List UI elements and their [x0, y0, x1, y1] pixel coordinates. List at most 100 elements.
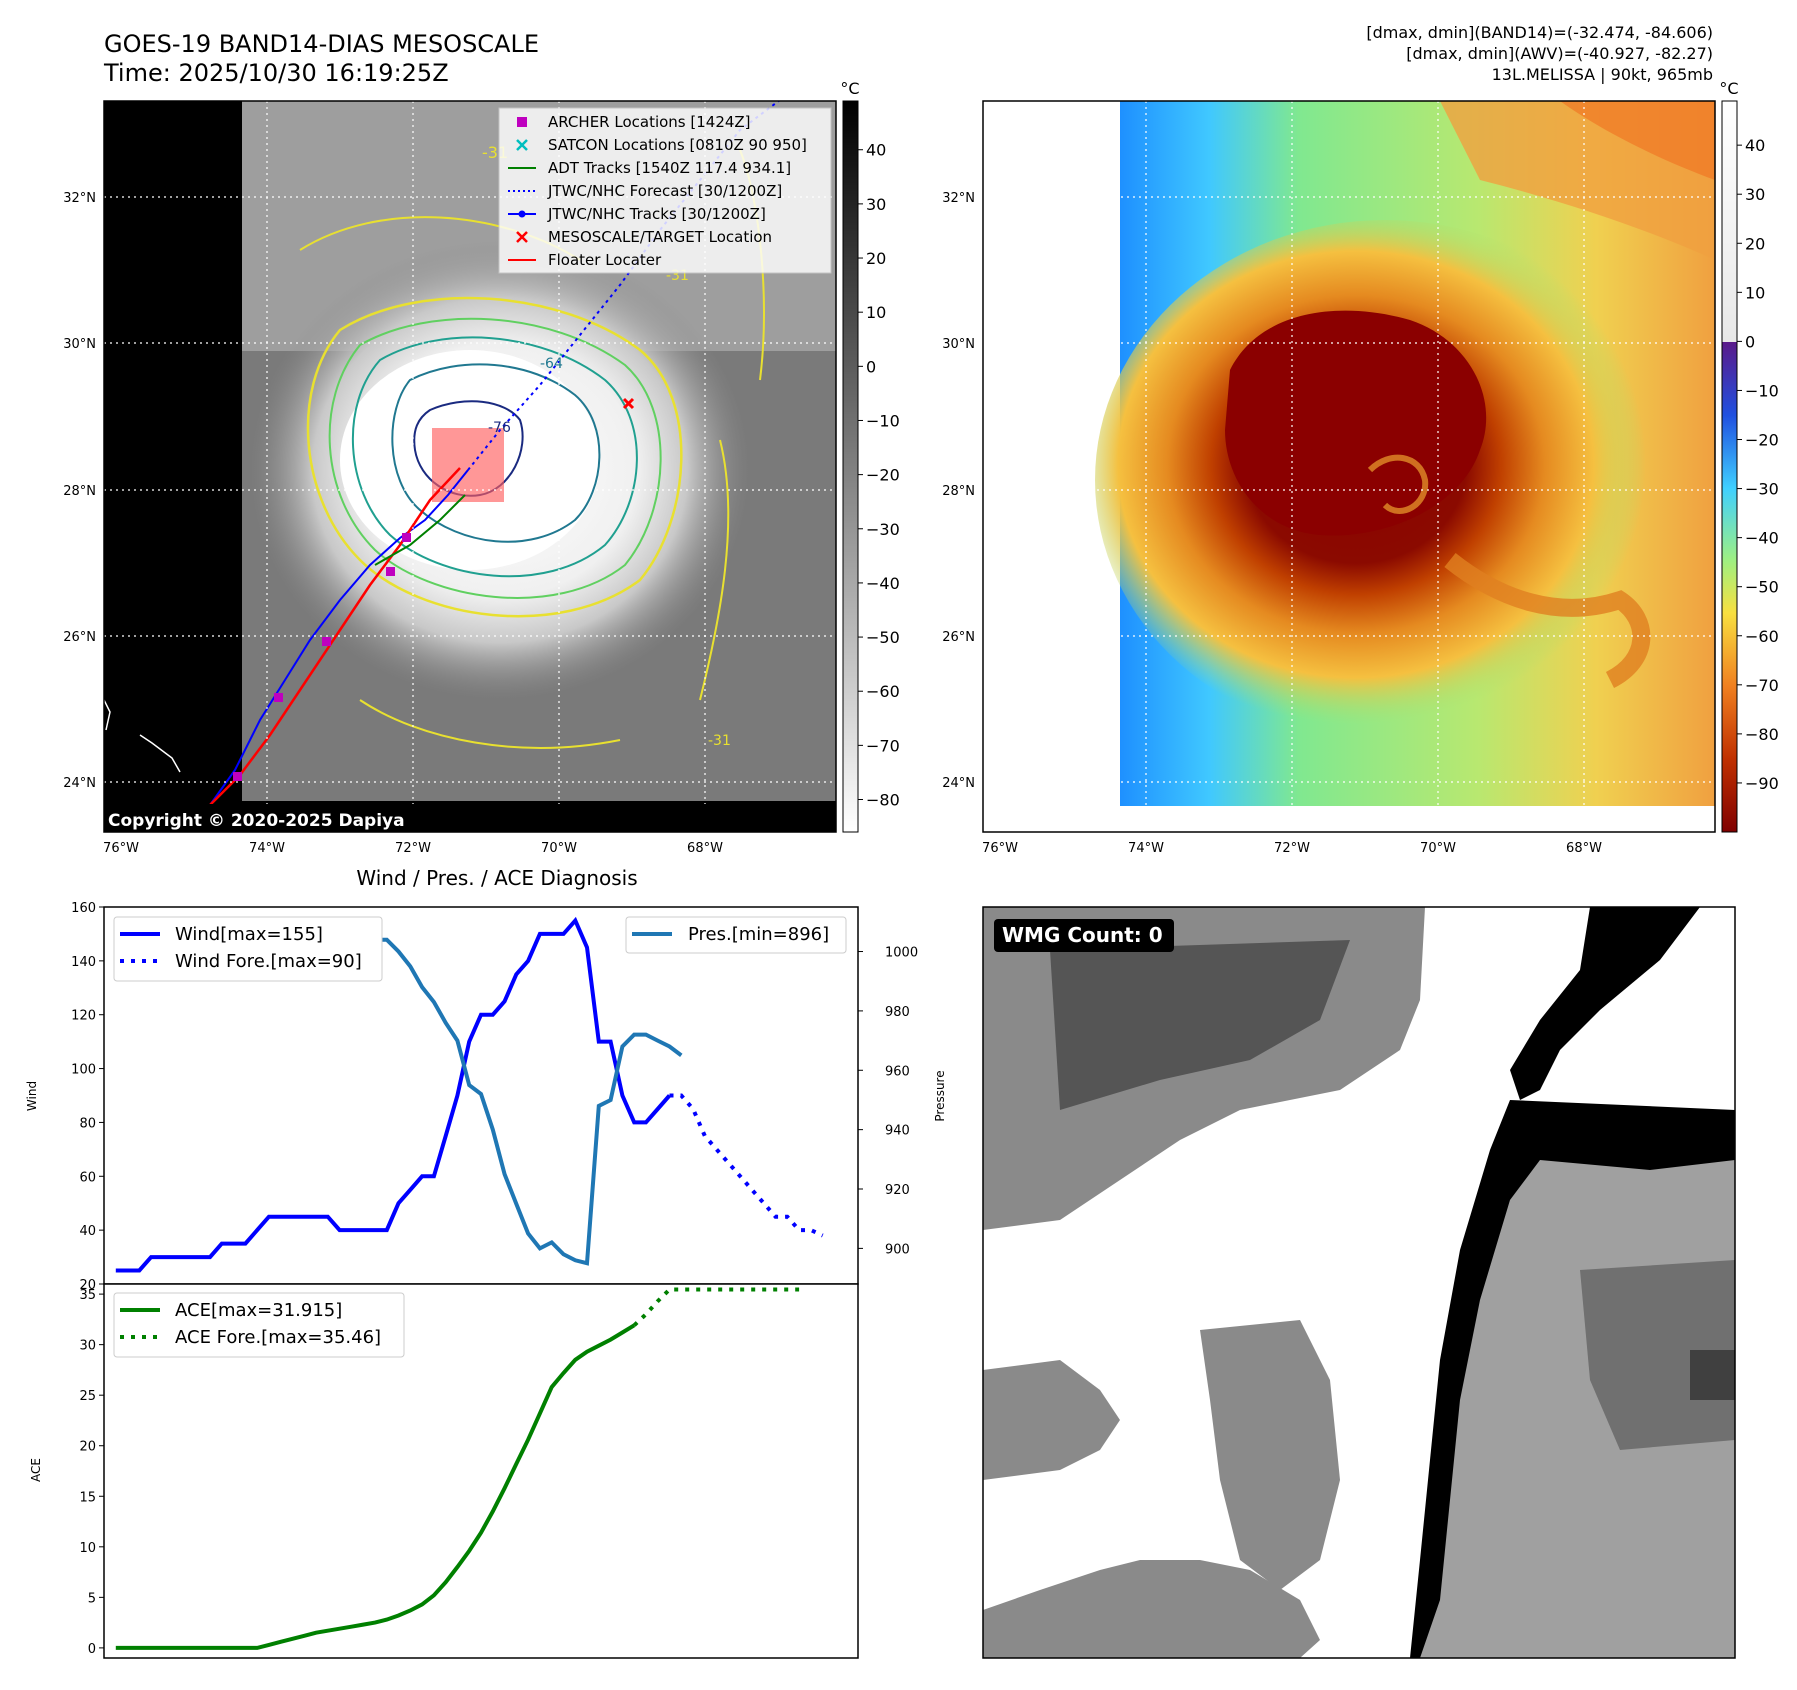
gray-colorbar-tick-label: 0	[866, 357, 876, 376]
wind-y-tick-label: 140	[71, 955, 96, 970]
copyright-text: Copyright © 2020-2025 Dapiya	[108, 811, 405, 831]
color-colorbar-tick-label: 40	[1745, 136, 1765, 155]
lon-tick-label: 70°W	[1420, 841, 1456, 856]
pressure-axis-label: Pressure	[933, 1070, 947, 1121]
color-colorbar-tick-label: 10	[1745, 283, 1765, 302]
lat-tick-label: 28°N	[63, 484, 96, 499]
ace-y-tick-label: 5	[88, 1591, 96, 1606]
lat-tick-label: 24°N	[63, 776, 96, 791]
gray-colorbar-tick-label: −70	[866, 736, 900, 755]
lon-tick-label: 72°W	[1274, 841, 1310, 856]
ace-y-tick-label: 10	[79, 1541, 96, 1556]
color-map-panel: 76°W 74°W 72°W 70°W 68°W 32°N 30°N 28°N 26°N 24°N…	[942, 79, 1779, 856]
info-storm: 13L.MELISSA | 90kt, 965mb	[1492, 65, 1713, 84]
legend-label: Floater Locater	[548, 251, 662, 269]
legend-marker	[518, 210, 526, 218]
wind-y-tick-label: 120	[71, 1009, 96, 1024]
wind-y-tick-label: 60	[79, 1170, 96, 1185]
lat-tick-label: 30°N	[63, 337, 96, 352]
wind-y-tick-label: 160	[71, 901, 96, 916]
legend-label: ARCHER Locations [1424Z]	[548, 113, 751, 131]
legend-marker	[516, 231, 528, 243]
color-colorbar-tick-label: −50	[1745, 578, 1779, 597]
lat-tick-label: 28°N	[942, 484, 975, 499]
gray-colorbar	[842, 100, 859, 833]
pressure-legend-box	[625, 916, 847, 954]
wind-pressure-chart: 160 140 120 100 80 60 40 20 1000 980 960 940 920 900 W…	[25, 901, 947, 1293]
lon-tick-label: 70°W	[541, 841, 577, 856]
legend-label: MESOSCALE/TARGET Location	[548, 228, 772, 246]
lon-tick-label: 74°W	[249, 841, 285, 856]
series-line-1	[669, 1093, 824, 1238]
ace-y-tick-label: 20	[79, 1440, 96, 1455]
ace-y-tick-label: 25	[79, 1389, 96, 1404]
wind-legend-label: Wind[max=155]	[175, 924, 323, 945]
color-map-frame	[982, 100, 1716, 833]
color-colorbar-tick-label: −80	[1745, 725, 1779, 744]
wind-y-tick-label: 40	[79, 1224, 96, 1239]
color-colorbar-tick-label: 20	[1745, 234, 1765, 253]
wmg-badge	[994, 919, 1174, 952]
lat-tick-label: 30°N	[942, 337, 975, 352]
ace-y-tick-label: 15	[79, 1490, 96, 1505]
ace-chart: 35 30 25 20 15 10 5 0 ACE ACE[max=31.915] ACE Fore…	[29, 1283, 859, 1659]
ace-legend-label: ACE[max=31.915]	[175, 1300, 342, 1321]
pressure-y-tick-label: 1000	[885, 946, 918, 961]
wind-y-tick-label: 100	[71, 1063, 96, 1078]
wmg-panel: WMG Count: 0	[982, 906, 1736, 1659]
pressure-y-tick-label: 980	[885, 1005, 910, 1020]
info-awv: [dmax, dmin](AWV)=(-40.927, -82.27)	[1406, 44, 1713, 63]
lat-tick-label: 32°N	[63, 191, 96, 206]
ir-map-frame	[103, 100, 837, 833]
color-colorbar-tick-label: −60	[1745, 627, 1779, 646]
wind-legend-label: Wind Fore.[max=90]	[175, 951, 362, 972]
info-band14: [dmax, dmin](BAND14)=(-32.474, -84.606)	[1366, 23, 1713, 42]
pressure-y-tick-label: 960	[885, 1064, 910, 1079]
map-legend: ARCHER Locations [1424Z] SATCON Locations…	[498, 107, 832, 274]
color-colorbar-tick-label: −40	[1745, 529, 1779, 548]
lon-tick-label: 68°W	[687, 841, 723, 856]
legend-label: SATCON Locations [0810Z 90 950]	[548, 136, 807, 154]
lat-tick-label: 32°N	[942, 191, 975, 206]
legend-marker	[517, 117, 527, 127]
gray-colorbar-tick-label: −30	[866, 520, 900, 539]
ace-y-tick-label: 30	[79, 1339, 96, 1354]
gray-colorbar-tick-label: 40	[866, 141, 886, 160]
gray-colorbar-tick-label: 10	[866, 303, 886, 322]
ace-y-tick-label: 35	[79, 1288, 96, 1303]
ace-legend-label: ACE Fore.[max=35.46]	[175, 1327, 381, 1348]
lon-tick-label: 72°W	[395, 841, 431, 856]
color-colorbar-tick-label: 30	[1745, 185, 1765, 204]
lon-tick-label: 74°W	[1128, 841, 1164, 856]
legend-label: ADT Tracks [1540Z 117.4 934.1]	[548, 159, 791, 177]
gray-colorbar-tick-label: −80	[866, 791, 900, 810]
wind-y-tick-label: 80	[79, 1116, 96, 1131]
gray-colorbar-tick-label: −50	[866, 628, 900, 647]
pressure-y-tick-label: 920	[885, 1183, 910, 1198]
pressure-y-tick-label: 900	[885, 1242, 910, 1257]
color-colorbar-tick-label: −30	[1745, 480, 1779, 499]
wind-axis-label: Wind	[25, 1081, 39, 1111]
color-colorbar-tick-label: 0	[1745, 332, 1755, 351]
ace-legend-box	[113, 1292, 405, 1358]
ace-series-line-0	[115, 1323, 636, 1650]
wmg-frame	[982, 906, 1736, 1659]
wind-legend-box	[113, 916, 383, 982]
wmg-count-label: WMG Count: 0	[1002, 923, 1163, 947]
figure-time: Time: 2025/10/30 16:19:25Z	[103, 59, 449, 87]
color-colorbar-tick-label: −10	[1745, 381, 1779, 400]
contour-label: -76	[488, 420, 511, 436]
gray-colorbar-unit: °C	[840, 79, 859, 98]
color-colorbar-unit: °C	[1719, 79, 1738, 98]
ace-axis-label: ACE	[29, 1458, 43, 1482]
contour-label: -64	[540, 356, 563, 372]
pressure-legend-label: Pres.[min=896]	[688, 924, 829, 945]
legend-label: JTWC/NHC Forecast [30/1200Z]	[547, 182, 782, 200]
legend-label: JTWC/NHC Tracks [30/1200Z]	[547, 205, 766, 223]
legend-marker	[516, 139, 528, 151]
gray-colorbar-tick-label: −10	[866, 411, 900, 430]
gray-colorbar-tick-label: −40	[866, 574, 900, 593]
ir-map-panel: -31 -64 -76 -31 -31 Copyright © 2020-202…	[63, 79, 900, 856]
color-colorbar-tick-label: −20	[1745, 431, 1779, 450]
gray-colorbar-tick-label: 20	[866, 249, 886, 268]
